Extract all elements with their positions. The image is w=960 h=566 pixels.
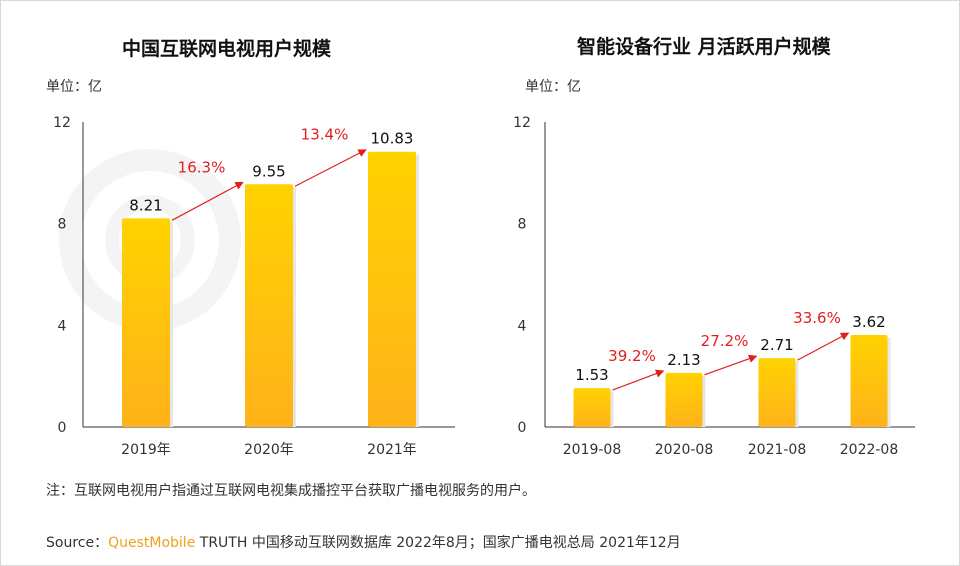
- right-y-tick-label: 12: [513, 115, 531, 131]
- left-chart-title: 中国互联网电视用户规模: [122, 38, 332, 60]
- left-growth-label: 16.3%: [178, 158, 226, 176]
- right-growth-label: 33.6%: [793, 309, 841, 327]
- right-y-tick-label: 4: [518, 318, 527, 334]
- left-bar: [245, 184, 293, 427]
- left-x-tick-label: 2021年: [367, 442, 417, 458]
- source-prefix: Source：: [46, 535, 109, 551]
- brand-name: QuestMobile: [108, 535, 196, 551]
- right-x-tick-label: 2022-08: [840, 442, 899, 458]
- right-growth-label: 27.2%: [701, 332, 749, 350]
- left-value-label: 10.83: [371, 130, 414, 148]
- left-y-tick-label: 4: [58, 318, 67, 334]
- left-x-tick-label: 2020年: [244, 442, 294, 458]
- left-y-tick-label: 0: [58, 420, 67, 436]
- right-growth-arrow: [704, 354, 758, 376]
- right-x-tick-label: 2021-08: [748, 442, 807, 458]
- right-value-label: 2.71: [760, 336, 793, 354]
- right-x-tick-label: 2019-08: [563, 442, 622, 458]
- right-value-label: 2.13: [667, 351, 700, 369]
- left-bar: [122, 218, 170, 427]
- left-growth-label: 13.4%: [301, 126, 349, 144]
- right-x-tick-label: 2020-08: [655, 442, 714, 458]
- footnote: 注：互联网电视用户指通过互联网电视集成播控平台获取广播电视服务的用户。: [46, 483, 536, 499]
- right-growth-arrow: [797, 332, 850, 361]
- right-y-tick-label: 8: [518, 217, 527, 233]
- source-line: Source：QuestMobile TRUTH 中国移动互联网数据库 2022…: [46, 532, 681, 552]
- left-y-tick-label: 12: [53, 115, 71, 131]
- left-y-tick-label: 8: [58, 217, 67, 233]
- right-y-tick-label: 0: [518, 420, 527, 436]
- left-x-tick-label: 2019年: [121, 442, 171, 458]
- right-unit-label: 单位：亿: [525, 79, 581, 95]
- right-growth-arrow: [612, 369, 665, 391]
- right-chart-title: 智能设备行业 月活跃用户规模: [577, 36, 831, 58]
- right-bar: [665, 372, 703, 427]
- left-value-label: 9.55: [252, 162, 285, 180]
- left-unit-label: 单位：亿: [46, 79, 102, 95]
- left-growth-arrow: [294, 149, 367, 187]
- right-bar: [573, 388, 611, 427]
- right-bar: [850, 334, 888, 427]
- left-growth-arrow: [171, 181, 244, 221]
- source-text: TRUTH 中国移动互联网数据库 2022年8月；国家广播电视总局 2021年1…: [195, 535, 681, 551]
- right-value-label: 3.62: [852, 313, 885, 331]
- right-bar: [758, 358, 796, 427]
- right-growth-label: 39.2%: [608, 347, 656, 365]
- left-bar: [368, 151, 416, 428]
- left-value-label: 8.21: [129, 196, 162, 214]
- right-value-label: 1.53: [575, 366, 608, 384]
